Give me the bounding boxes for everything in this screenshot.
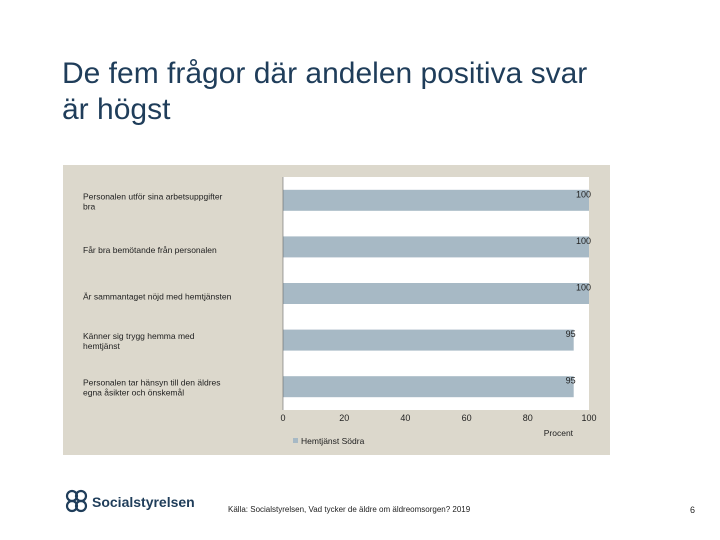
data-label-1: 100 <box>576 189 591 199</box>
x-tick-label: 100 <box>581 413 596 423</box>
category-label-2: Får bra bemötande från personalen <box>83 245 217 255</box>
source-note: Källa: Socialstyrelsen, Vad tycker de äl… <box>228 505 471 514</box>
page-title-line-1: De fem frågor där andelen positiva svar <box>62 57 588 90</box>
page-number: 6 <box>690 505 696 515</box>
logo-mark-icon <box>65 489 88 513</box>
data-label-2: 100 <box>576 236 591 246</box>
category-label-1: Personalen utför sina arbetsuppgifter <box>83 191 223 201</box>
bar-2 <box>283 236 589 258</box>
socialstyrelsen-logo: Socialstyrelsen <box>65 489 194 513</box>
category-label-5: Personalen tar hänsyn till den äldres <box>83 378 221 388</box>
x-tick-label: 80 <box>523 413 533 423</box>
data-label-3: 100 <box>576 283 591 293</box>
logo-text: Socialstyrelsen <box>92 494 194 510</box>
chart-panel: 100 Personalen utför sina arbetsuppgifter… <box>63 165 610 455</box>
bar-5 <box>283 376 574 398</box>
bar-4 <box>283 329 574 351</box>
bar-1 <box>283 189 589 211</box>
bar-chart: 100 Personalen utför sina arbetsuppgifter… <box>83 177 597 446</box>
x-tick-label: 0 <box>280 413 285 423</box>
category-label-3: Är sammantaget nöjd med hemtjänsten <box>83 292 232 302</box>
x-tick-label: 60 <box>462 413 472 423</box>
category-label-4: Känner sig trygg hemma med <box>83 331 195 341</box>
data-label-4: 95 <box>566 329 576 339</box>
category-label-4: hemtjänst <box>83 341 120 351</box>
x-tick-label: 40 <box>400 413 410 423</box>
page-title: De fem frågor där andelen positiva svar … <box>62 56 702 128</box>
x-axis-title: Procent <box>544 428 574 438</box>
legend-entry: Hemtjänst Södra <box>301 436 365 446</box>
bar-3 <box>283 283 589 304</box>
page-title-line-2: är högst <box>62 93 171 126</box>
data-label-5: 95 <box>566 376 576 386</box>
legend-swatch <box>293 438 298 443</box>
category-label-1: bra <box>83 201 96 211</box>
x-tick-label: 20 <box>339 413 349 423</box>
category-label-5: egna åsikter och önskemål <box>83 388 184 398</box>
